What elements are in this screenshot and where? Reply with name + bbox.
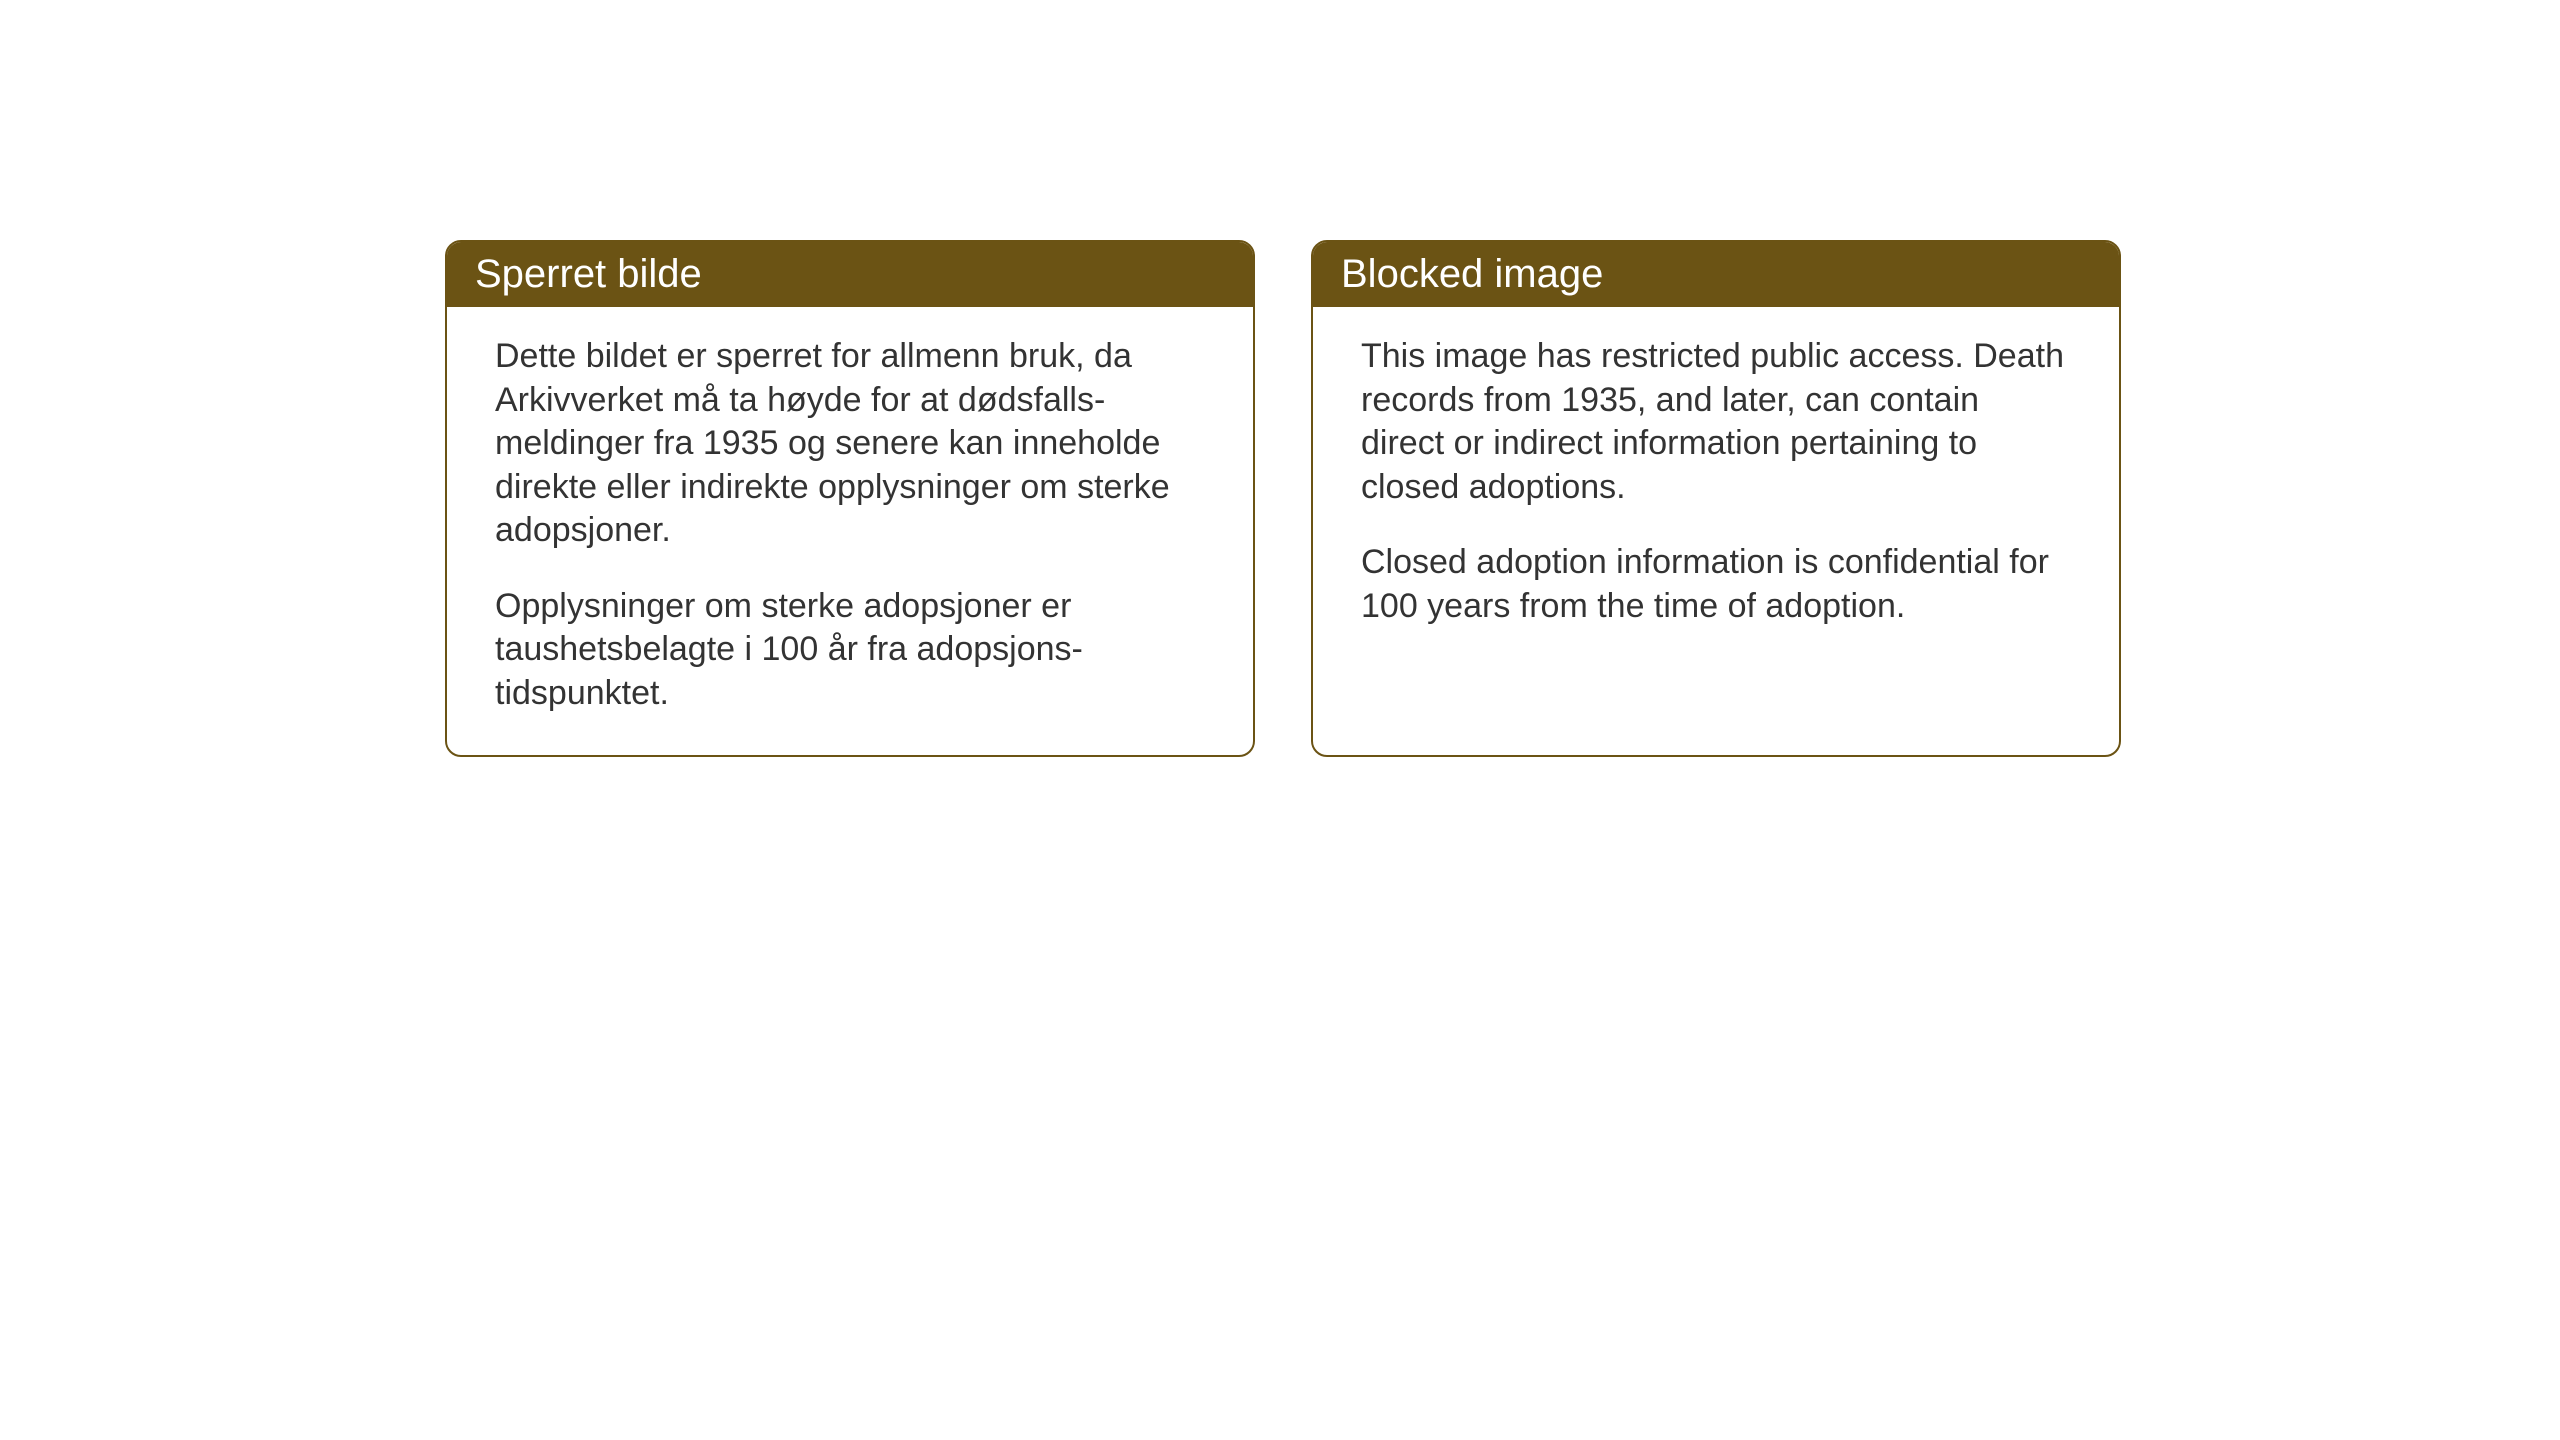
english-paragraph-1: This image has restricted public access.…: [1361, 335, 2071, 509]
norwegian-card-title: Sperret bilde: [447, 242, 1253, 307]
norwegian-paragraph-2: Opplysninger om sterke adopsjoner er tau…: [495, 585, 1205, 716]
english-card-body: This image has restricted public access.…: [1313, 307, 2119, 668]
norwegian-notice-card: Sperret bilde Dette bildet er sperret fo…: [445, 240, 1255, 757]
english-paragraph-2: Closed adoption information is confident…: [1361, 541, 2071, 628]
english-card-title: Blocked image: [1313, 242, 2119, 307]
english-notice-card: Blocked image This image has restricted …: [1311, 240, 2121, 757]
notice-container: Sperret bilde Dette bildet er sperret fo…: [445, 240, 2121, 757]
norwegian-paragraph-1: Dette bildet er sperret for allmenn bruk…: [495, 335, 1205, 553]
norwegian-card-body: Dette bildet er sperret for allmenn bruk…: [447, 307, 1253, 755]
